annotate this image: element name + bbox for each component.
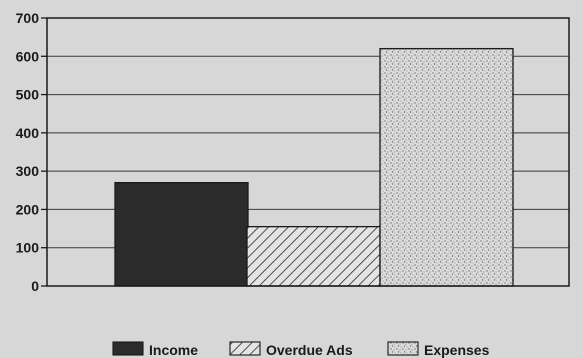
y-tick-label: 200 (16, 201, 40, 217)
y-tick-label: 300 (16, 163, 40, 179)
y-tick-label: 100 (16, 240, 40, 256)
bars (114, 47, 514, 287)
axes: 0 100 200 300 400 500 600 700 (16, 10, 570, 294)
bar-expenses (379, 47, 514, 287)
y-tick-label: 700 (16, 10, 40, 26)
y-tick-label: 400 (16, 125, 40, 141)
legend-label: Expenses (424, 342, 490, 358)
legend-swatch (387, 341, 419, 356)
legend-swatch (112, 341, 144, 356)
plot-frame (46, 17, 570, 287)
bar-income (114, 181, 249, 287)
y-tick-label: 500 (16, 87, 40, 103)
y-tick-label: 0 (31, 278, 39, 294)
y-tick-label: 600 (16, 48, 40, 64)
bar-overdue-ads (246, 226, 381, 287)
legend-label: Overdue Ads (266, 342, 353, 358)
legend-swatch (229, 341, 261, 356)
legend: Income Overdue Ads Expenses (112, 341, 490, 358)
legend-label: Income (149, 342, 198, 358)
